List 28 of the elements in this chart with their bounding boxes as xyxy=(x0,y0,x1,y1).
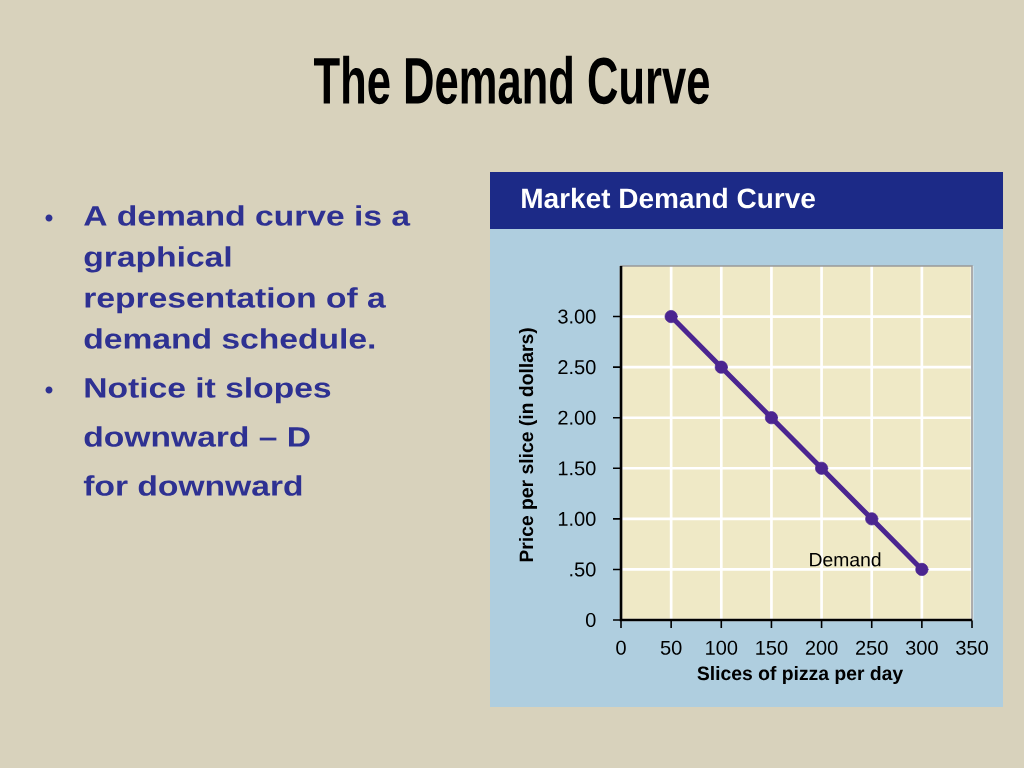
chart-subtitle: Market Demand Curve xyxy=(522,187,815,209)
series-label: Demand xyxy=(810,552,881,567)
y-axis-title: Price per slice (in dollars) xyxy=(518,328,538,562)
y-tick-label: 1.50 xyxy=(558,461,596,476)
chart-title: The Demand Curve xyxy=(314,55,709,105)
y-tick-label: 1.00 xyxy=(558,511,596,526)
y-tick-label: .50 xyxy=(570,562,596,577)
x-tick-label: 150 xyxy=(756,640,788,655)
point xyxy=(664,310,678,324)
x-tick-label: 50 xyxy=(660,640,682,655)
y-tick-label: 2.00 xyxy=(558,410,596,425)
x-axis-title: Slices of pizza per day xyxy=(697,666,904,685)
y-tick-label: 3.00 xyxy=(558,309,596,324)
point xyxy=(915,562,929,576)
point xyxy=(815,461,829,475)
text: A demand curve is a graphical representation of a demand schedule. xyxy=(84,205,411,349)
y-tick-label: 2.50 xyxy=(558,360,596,375)
x-tick-label: 350 xyxy=(956,640,988,655)
point xyxy=(714,360,728,374)
x-tick-label: 250 xyxy=(856,640,888,655)
point xyxy=(865,512,879,526)
point xyxy=(764,411,778,425)
text: Notice it slopes downward – D for downward xyxy=(83,377,331,496)
x-tick-label: 300 xyxy=(905,640,938,655)
y-tick-label: 0 xyxy=(585,612,596,628)
x-tick-label: 0 xyxy=(616,640,626,655)
x-tick-label: 200 xyxy=(805,640,838,655)
x-tick-label: 100 xyxy=(706,640,738,655)
